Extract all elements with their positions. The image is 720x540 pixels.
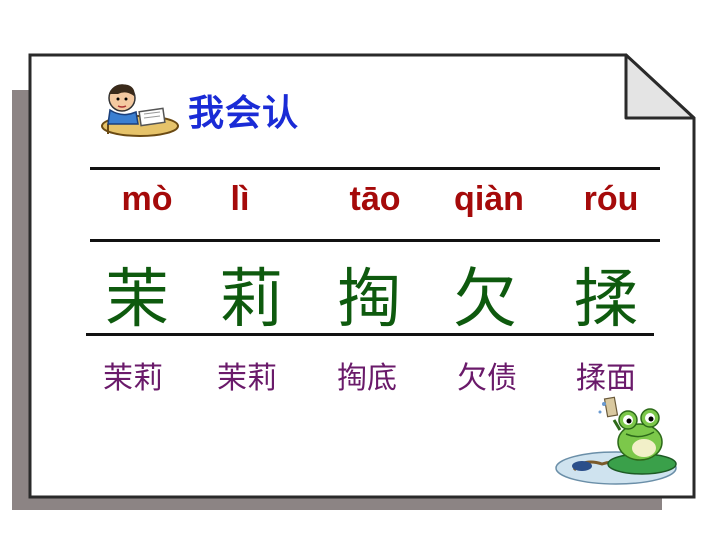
example-word: 茉莉 — [103, 361, 163, 396]
example-word: 茉莉 — [217, 361, 277, 396]
pinyin-label: lì — [230, 180, 250, 218]
page-title: 我会认 — [188, 93, 300, 134]
character-glyph: 莉 — [219, 263, 283, 337]
divider-bottom — [86, 333, 654, 336]
pinyin-label: qiàn — [454, 180, 524, 218]
character-glyph: 茉 — [105, 263, 169, 337]
character-glyph: 掏 — [337, 263, 401, 337]
divider-top — [90, 167, 660, 170]
pinyin-label: mò — [121, 180, 173, 218]
pinyin-label: róu — [583, 180, 639, 218]
frog-on-lilypad-icon — [555, 396, 677, 485]
divider-middle — [90, 239, 660, 242]
example-word: 揉面 — [576, 361, 636, 396]
example-word: 欠债 — [457, 361, 517, 396]
pinyin-label: tāo — [349, 180, 401, 218]
example-word: 掏底 — [337, 361, 397, 396]
character-glyph: 揉 — [574, 263, 638, 337]
character-glyph: 欠 — [453, 263, 517, 337]
student-reading-icon — [101, 84, 179, 137]
